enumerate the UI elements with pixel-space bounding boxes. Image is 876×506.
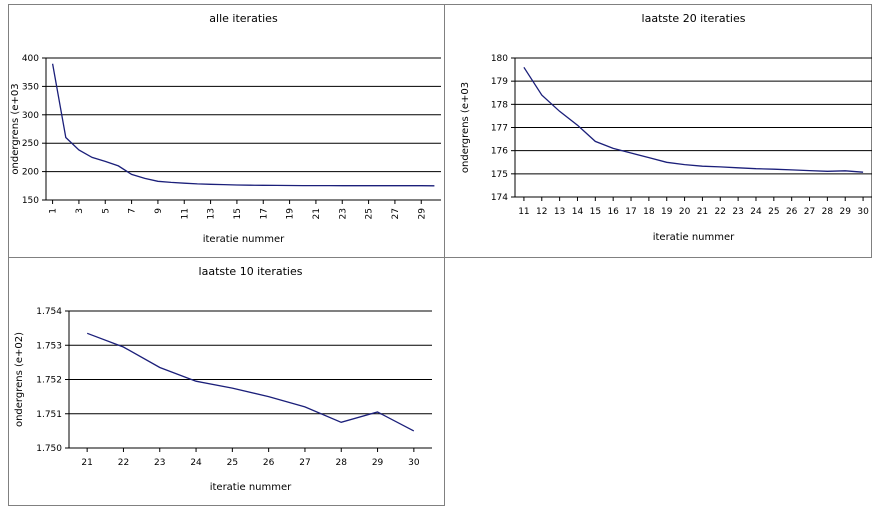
- x-tick-label: 14: [572, 207, 584, 217]
- y-tick-label: 1.753: [36, 341, 62, 351]
- x-tick-label: 21: [312, 208, 322, 219]
- series-line: [51, 63, 435, 187]
- x-tick-label: 3: [75, 208, 85, 214]
- x-tick-label: 23: [338, 208, 348, 219]
- y-axis-label: ondergrens (e+03: [10, 83, 21, 174]
- y-tick-label: 178: [491, 100, 508, 110]
- x-axis-label: iteratie nummer: [203, 234, 285, 245]
- x-tick-label: 29: [372, 458, 384, 468]
- x-tick-label: 7: [128, 208, 138, 214]
- y-tick-label: 1.752: [36, 376, 62, 386]
- chart-title: alle iteraties: [209, 12, 278, 25]
- x-tick-label: 16: [607, 207, 619, 217]
- x-tick-label: 18: [643, 207, 655, 217]
- x-axis-label: iteratie nummer: [210, 482, 292, 493]
- x-tick-label: 29: [417, 208, 427, 220]
- x-tick-label: 22: [715, 207, 726, 217]
- y-tick-label: 200: [22, 168, 39, 178]
- x-tick-label: 13: [207, 208, 217, 219]
- chart-panel-all-iterations: [8, 4, 445, 258]
- chart-3: laatste 10 iteraties 1.750 1.751 1.752 1.753…: [14, 265, 432, 493]
- x-tick-label: 30: [408, 458, 420, 468]
- y-tick-label: 174: [491, 193, 508, 203]
- x-tick-label: 19: [661, 207, 673, 217]
- x-tick-label: 29: [839, 207, 851, 217]
- y-tick-label: 179: [491, 77, 508, 87]
- x-tick-label: 22: [118, 458, 129, 468]
- chart-title: laatste 20 iteraties: [642, 12, 746, 25]
- x-tick-label: 25: [227, 458, 238, 468]
- x-tick-label: 27: [391, 208, 401, 219]
- x-tick-label: 23: [732, 207, 743, 217]
- series-line: [523, 66, 864, 173]
- y-tick-label: 1.751: [36, 410, 62, 420]
- x-tick-label: 5: [101, 208, 111, 214]
- x-tick-label: 9: [154, 208, 164, 214]
- series-line: [86, 332, 415, 432]
- x-axis-label: iteratie nummer: [653, 232, 735, 243]
- y-tick-label: 350: [22, 82, 39, 92]
- x-tick-label: 15: [233, 208, 243, 219]
- y-tick-label: 250: [22, 139, 39, 149]
- y-tick-label: 175: [491, 170, 508, 180]
- x-tick-label: 12: [536, 207, 547, 217]
- y-tick-label: 1.750: [36, 444, 62, 454]
- x-tick-label: 28: [822, 207, 834, 217]
- x-tick-label: 27: [804, 207, 815, 217]
- x-tick-label: 1: [49, 208, 59, 214]
- x-tick-label: 17: [259, 208, 269, 219]
- chart-2: laatste 20 iteraties 174 175 176 177 178 179 18…: [460, 12, 872, 243]
- x-tick-label: 19: [286, 208, 296, 220]
- x-tick-label: 11: [518, 207, 529, 217]
- y-tick-label: 150: [22, 196, 39, 206]
- x-tick-label: 13: [554, 207, 565, 217]
- x-tick-label: 23: [154, 458, 165, 468]
- x-tick-label: 24: [750, 207, 762, 217]
- x-tick-label: 28: [336, 458, 348, 468]
- chart-title: laatste 10 iteraties: [199, 265, 303, 278]
- x-tick-label: 26: [263, 458, 275, 468]
- y-axis-label: ondergrens (e+03: [460, 82, 471, 173]
- y-tick-label: 300: [22, 111, 39, 121]
- x-tick-label: 30: [857, 207, 869, 217]
- y-tick-label: 180: [491, 54, 508, 64]
- x-tick-label: 21: [697, 207, 708, 217]
- x-tick-label: 27: [299, 458, 310, 468]
- x-tick-label: 26: [786, 207, 798, 217]
- x-tick-label: 11: [180, 208, 190, 219]
- x-tick-label: 21: [81, 458, 92, 468]
- x-tick-label: 25: [365, 208, 375, 219]
- y-tick-label: 1.754: [36, 307, 62, 317]
- y-tick-label: 177: [491, 124, 508, 134]
- y-tick-label: 400: [22, 54, 39, 64]
- x-tick-label: 25: [768, 207, 779, 217]
- y-tick-label: 176: [491, 147, 508, 157]
- x-tick-label: 15: [590, 207, 601, 217]
- x-tick-label: 24: [190, 458, 202, 468]
- x-tick-label: 20: [679, 207, 691, 217]
- x-tick-label: 17: [625, 207, 636, 217]
- y-axis-label: ondergrens (e+02): [14, 332, 25, 427]
